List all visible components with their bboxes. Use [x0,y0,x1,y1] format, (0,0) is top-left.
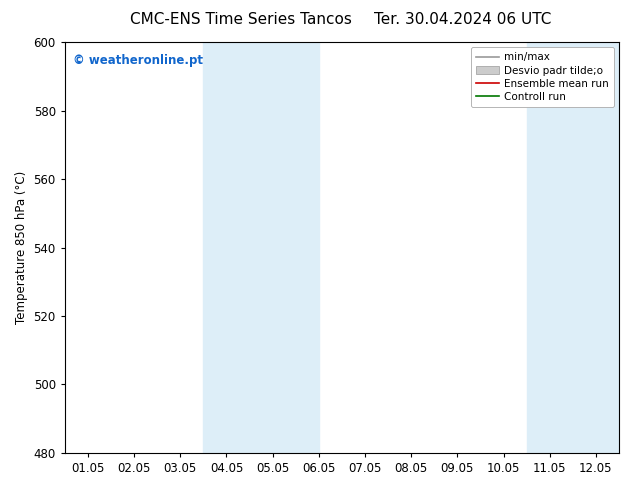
Y-axis label: Temperature 850 hPa (°C): Temperature 850 hPa (°C) [15,171,28,324]
Text: © weatheronline.pt: © weatheronline.pt [73,54,203,68]
Legend: min/max, Desvio padr tilde;o, Ensemble mean run, Controll run: min/max, Desvio padr tilde;o, Ensemble m… [470,47,614,107]
Bar [204,42,319,453]
Text: CMC-ENS Time Series Tancos: CMC-ENS Time Series Tancos [130,12,352,27]
Text: Ter. 30.04.2024 06 UTC: Ter. 30.04.2024 06 UTC [374,12,552,27]
Bar [527,42,619,453]
